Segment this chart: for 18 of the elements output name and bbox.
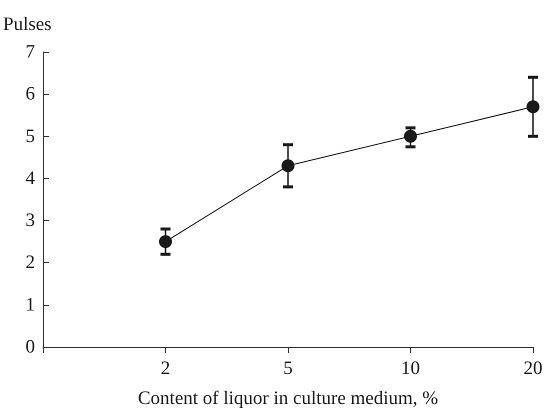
y-tick-label: 1 bbox=[26, 294, 35, 316]
y-tick-label: 7 bbox=[26, 42, 35, 62]
x-tick-label: 2 bbox=[160, 358, 170, 379]
y-axis-title: Pulses bbox=[3, 14, 52, 35]
point bbox=[404, 130, 417, 143]
x-axis-title: Content of liquor in culture medium, % bbox=[138, 388, 438, 409]
y-tick-label: 3 bbox=[26, 210, 35, 232]
y-tick-label: 5 bbox=[26, 126, 35, 147]
x-tick-label: 10 bbox=[401, 358, 420, 379]
point bbox=[526, 100, 540, 114]
point bbox=[282, 159, 294, 172]
y-tick-label: 0 bbox=[26, 336, 35, 358]
point bbox=[159, 235, 172, 248]
y-tick-label: 2 bbox=[26, 252, 35, 274]
x-tick-label: 5 bbox=[283, 358, 293, 379]
y-tick-label: 6 bbox=[26, 84, 35, 105]
y-tick-label: 4 bbox=[26, 168, 36, 189]
x-tick-label: 20 bbox=[524, 358, 542, 379]
